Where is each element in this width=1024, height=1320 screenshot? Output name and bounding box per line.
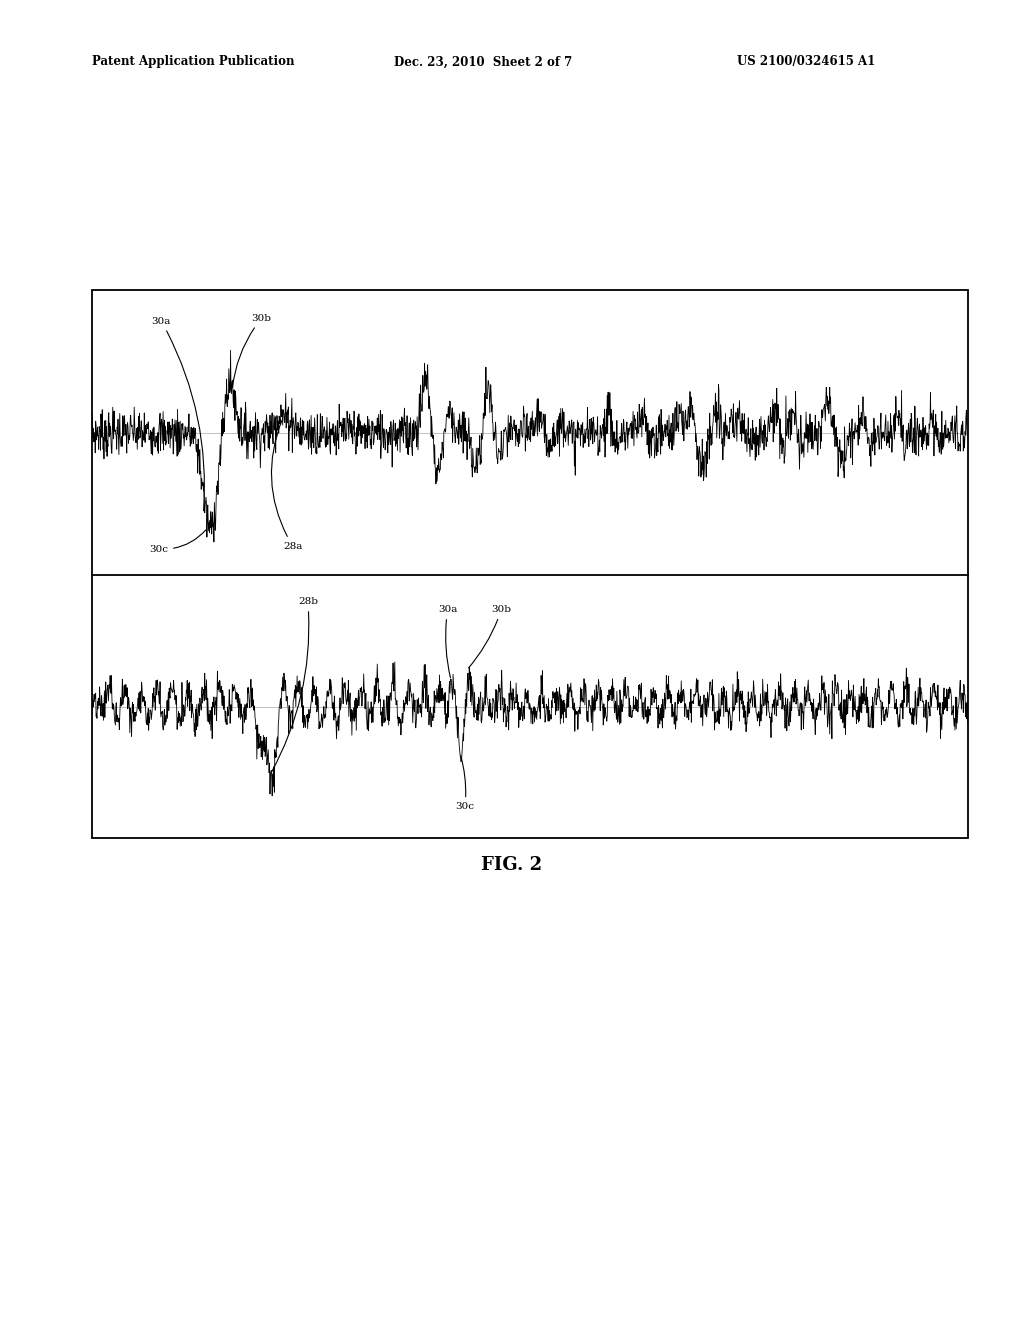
Text: FIG. 2: FIG. 2: [481, 855, 543, 874]
Text: Dec. 23, 2010  Sheet 2 of 7: Dec. 23, 2010 Sheet 2 of 7: [394, 55, 572, 69]
Text: 28b: 28b: [271, 597, 317, 772]
Text: 30b: 30b: [469, 605, 511, 668]
Text: US 2100/0324615 A1: US 2100/0324615 A1: [737, 55, 876, 69]
Text: 30c: 30c: [456, 755, 474, 812]
Text: Patent Application Publication: Patent Application Publication: [92, 55, 295, 69]
Text: 30a: 30a: [438, 605, 458, 677]
Text: 30c: 30c: [150, 529, 206, 553]
Text: 30b: 30b: [232, 314, 271, 387]
Text: 28a: 28a: [271, 420, 302, 550]
Text: 30a: 30a: [152, 317, 205, 511]
